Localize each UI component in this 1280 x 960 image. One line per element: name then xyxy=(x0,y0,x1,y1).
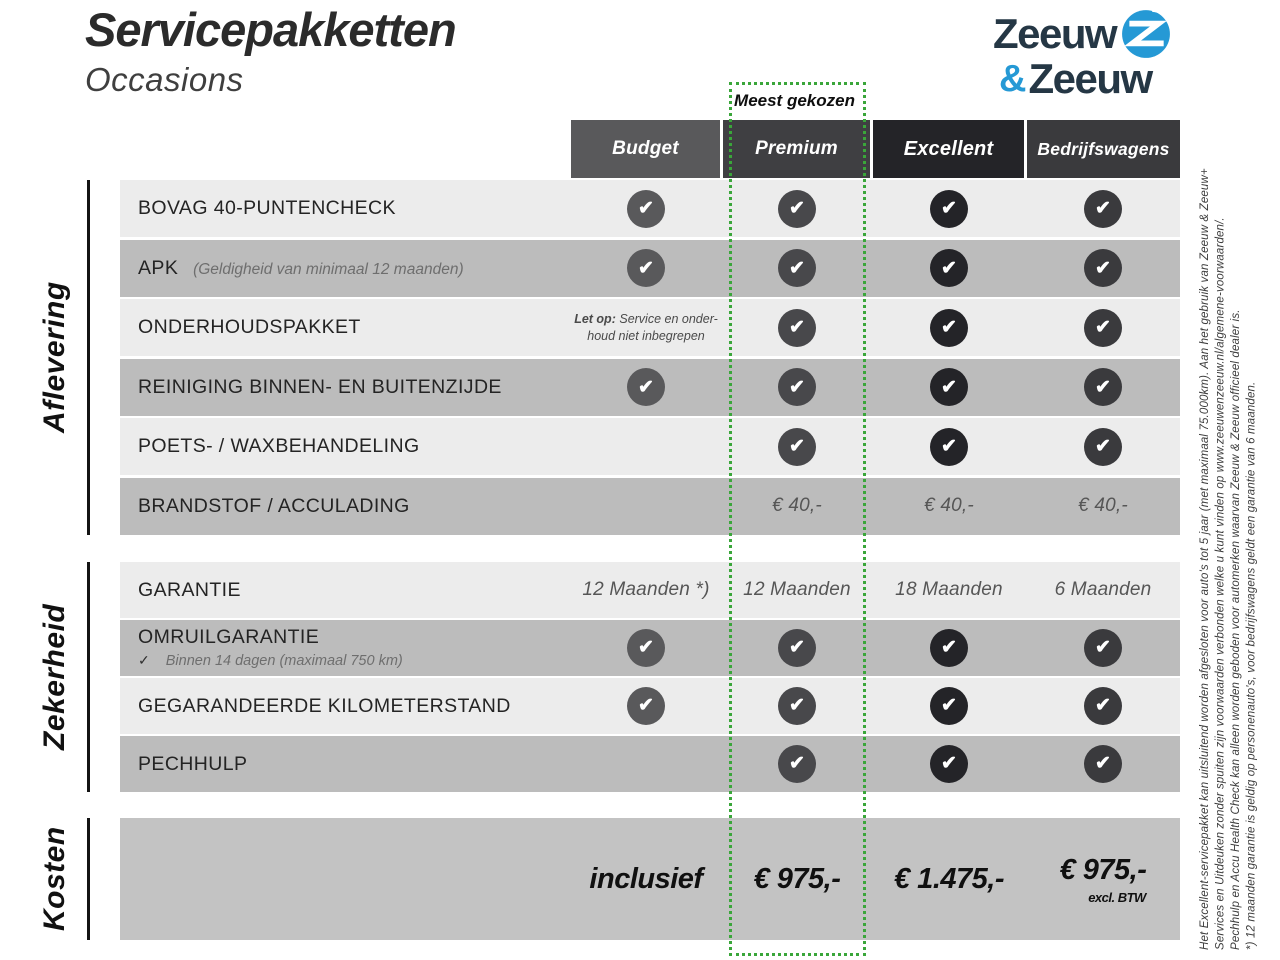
fine-print-line: Het Excellent-servicepakket kan uitsluit… xyxy=(1199,168,1211,950)
brand-logo: Zeeuw & Zeeuw xyxy=(993,8,1172,100)
check-icon: ✔ xyxy=(778,427,816,466)
column-header-excellent: Excellent xyxy=(873,120,1024,178)
check-icon: ✔ xyxy=(1084,628,1122,667)
row-label: GARANTIE xyxy=(138,578,241,601)
column-header-bedrijfswagens: Bedrijfswagens xyxy=(1027,120,1180,178)
small-check-icon: ✓ xyxy=(138,652,150,669)
row-label: BOVAG 40-PUNTENCHECK xyxy=(138,197,396,220)
price-bedrijfswagens: € 975,- xyxy=(1059,853,1147,886)
budget-note: Let op: Service en onder- houd niet inbe… xyxy=(574,312,718,343)
check-icon: ✔ xyxy=(1084,427,1122,466)
check-icon: ✔ xyxy=(930,308,968,347)
cell-value: 18 Maanden xyxy=(895,578,1003,600)
row-poets-waxbehandeling: POETS- / WAXBEHANDELING ✔ ✔ ✔ xyxy=(120,418,1180,475)
section-line-aflevering xyxy=(87,180,90,535)
check-icon: ✔ xyxy=(778,308,816,347)
check-icon: ✔ xyxy=(930,249,968,287)
fine-print-line: *) 12 maanden garantie is geldig op pers… xyxy=(1245,381,1258,950)
column-header-premium: Premium xyxy=(723,120,870,178)
check-icon: ✔ xyxy=(627,628,665,667)
section-zekerheid-rows: GARANTIE 12 Maanden *) 12 Maanden 18 Maa… xyxy=(120,562,1180,792)
check-icon: ✔ xyxy=(778,744,816,783)
price-premium: € 975,- xyxy=(753,862,841,895)
z-swoosh-icon xyxy=(1122,9,1171,58)
check-icon: ✔ xyxy=(627,686,665,725)
logo-text-zeeuw-1: Zeeuw xyxy=(993,10,1118,57)
cell-value: 12 Maanden *) xyxy=(582,578,710,600)
row-apk: APK (Geldigheid van minimaal 12 maanden)… xyxy=(120,239,1180,297)
check-icon: ✔ xyxy=(627,368,665,406)
check-icon: ✔ xyxy=(1084,189,1122,228)
section-label-zekerheid: Zekerheid xyxy=(38,603,71,751)
check-icon: ✔ xyxy=(778,189,816,228)
row-brandstof-acculading: BRANDSTOF / ACCULADING € 40,- € 40,- € 4… xyxy=(120,477,1180,535)
check-icon: ✔ xyxy=(778,686,816,725)
check-icon: ✔ xyxy=(1084,744,1122,783)
row-onderhoudspakket: ONDERHOUDSPAKKET Let op: Service en onde… xyxy=(120,299,1180,356)
fine-print-line: Pechhulp en Accu Health Check kan alleen… xyxy=(1230,309,1242,950)
section-aflevering-rows: BOVAG 40-PUNTENCHECK ✔ ✔ ✔ ✔ APK (Geldig… xyxy=(120,180,1180,535)
page-title: Servicepakketten xyxy=(85,3,457,56)
logo-line-1: Zeeuw xyxy=(993,8,1172,60)
row-label: PECHHULP xyxy=(138,752,248,775)
cell-value: € 40,- xyxy=(924,495,974,516)
column-header-budget: Budget xyxy=(571,120,720,178)
logo-ampersand: & xyxy=(999,58,1027,100)
cell-value: € 40,- xyxy=(1078,495,1128,516)
row-garantie: GARANTIE 12 Maanden *) 12 Maanden 18 Maa… xyxy=(120,562,1180,618)
check-icon: ✔ xyxy=(930,189,968,228)
cell-value: 6 Maanden xyxy=(1054,578,1152,600)
row-label: POETS- / WAXBEHANDELING xyxy=(138,435,420,458)
row-omruilgarantie: OMRUILGARANTIE ✓ Binnen 14 dagen (maxima… xyxy=(120,620,1180,676)
check-icon: ✔ xyxy=(930,628,968,667)
check-icon: ✔ xyxy=(930,686,968,725)
check-icon: ✔ xyxy=(1084,308,1122,347)
row-label: APK xyxy=(138,256,179,279)
section-line-kosten xyxy=(87,818,90,940)
row-bovag-40-puntencheck: BOVAG 40-PUNTENCHECK ✔ ✔ ✔ ✔ xyxy=(120,180,1180,237)
row-label: GEGARANDEERDE KILOMETERSTAND xyxy=(138,694,511,717)
section-label-aflevering: Aflevering xyxy=(38,281,71,434)
most-chosen-badge: Meest gekozen xyxy=(734,91,855,110)
logo-line-2: & Zeeuw xyxy=(999,58,1172,100)
cell-value: 12 Maanden xyxy=(743,578,851,600)
check-icon: ✔ xyxy=(1084,249,1122,287)
check-icon: ✔ xyxy=(930,427,968,466)
fine-print: Het Excellent-servicepakket kan uitsluit… xyxy=(1198,126,1260,950)
row-pechhulp: PECHHULP ✔ ✔ ✔ xyxy=(120,736,1180,792)
row-label: REINIGING BINNEN- EN BUITENZIJDE xyxy=(138,375,502,398)
row-label: BRANDSTOF / ACCULADING xyxy=(138,494,410,517)
check-icon: ✔ xyxy=(778,368,816,406)
check-icon: ✔ xyxy=(1084,686,1122,725)
price-budget: inclusief xyxy=(589,862,703,895)
price-note-excl-btw: excl. BTW xyxy=(1088,889,1146,905)
cell-value: € 40,- xyxy=(772,495,822,516)
page-subtitle: Occasions xyxy=(85,61,244,98)
row-sublabel: Binnen 14 dagen (maximaal 750 km) xyxy=(165,653,403,670)
check-icon: ✔ xyxy=(778,628,816,667)
check-icon: ✔ xyxy=(930,744,968,783)
check-icon: ✔ xyxy=(930,368,968,406)
title-block: Servicepakketten Occasions xyxy=(85,2,457,99)
section-label-kosten: Kosten xyxy=(38,826,71,932)
kosten-band: inclusief € 975,- € 1.475,- € 975,- excl… xyxy=(120,818,1180,940)
check-icon: ✔ xyxy=(627,189,665,228)
logo-text-zeeuw-2: Zeeuw xyxy=(1028,55,1153,102)
check-icon: ✔ xyxy=(1084,368,1122,406)
row-gegarandeerde-kilometerstand: GEGARANDEERDE KILOMETERSTAND ✔ ✔ ✔ ✔ xyxy=(120,678,1180,734)
row-reiniging: REINIGING BINNEN- EN BUITENZIJDE ✔ ✔ ✔ ✔ xyxy=(120,358,1180,416)
row-label: ONDERHOUDSPAKKET xyxy=(138,316,361,339)
check-icon: ✔ xyxy=(627,249,665,287)
price-excellent: € 1.475,- xyxy=(894,862,1004,895)
row-sublabel: (Geldigheid van minimaal 12 maanden) xyxy=(193,260,464,278)
fine-print-line: Services en Uitdeuken zonder spuiten zij… xyxy=(1214,217,1227,950)
row-label: OMRUILGARANTIE xyxy=(138,625,320,648)
section-line-zekerheid xyxy=(87,562,90,792)
check-icon: ✔ xyxy=(778,249,816,287)
